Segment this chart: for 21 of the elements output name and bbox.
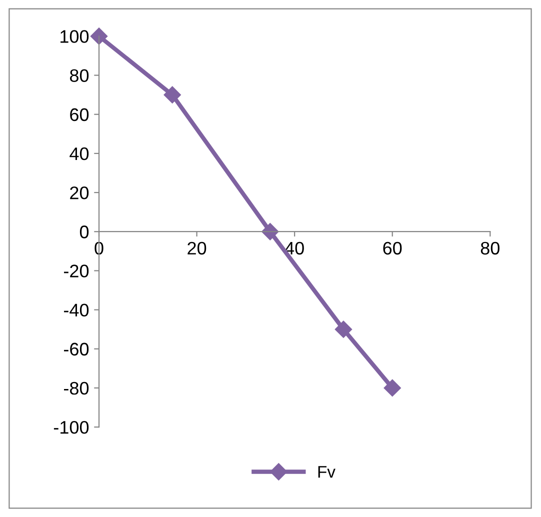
point xyxy=(164,86,181,104)
y-tick-label: -100 xyxy=(54,420,89,434)
y-tick-label: 0 xyxy=(80,226,89,238)
point xyxy=(384,379,401,397)
point xyxy=(334,320,352,338)
y-tick-label: 100 xyxy=(60,30,89,43)
y-tick-label: 20 xyxy=(70,186,89,200)
y-tick-label: 80 xyxy=(70,69,89,82)
y-tick-label: -40 xyxy=(64,304,89,317)
x-tick-label: 80 xyxy=(480,242,500,255)
x-tick-label: 40 xyxy=(284,242,304,255)
x-tick-label: 60 xyxy=(383,242,402,255)
y-tick-label: -80 xyxy=(64,382,89,395)
legend-label: Fv xyxy=(318,466,336,478)
y-tick-label: 40 xyxy=(70,147,89,160)
y-tick-label: -60 xyxy=(64,342,89,356)
point xyxy=(262,223,279,240)
y-tick-label: 60 xyxy=(70,108,89,122)
point xyxy=(90,28,108,45)
y-tick-label: -20 xyxy=(64,264,89,278)
x-tick-label: 20 xyxy=(188,242,206,255)
